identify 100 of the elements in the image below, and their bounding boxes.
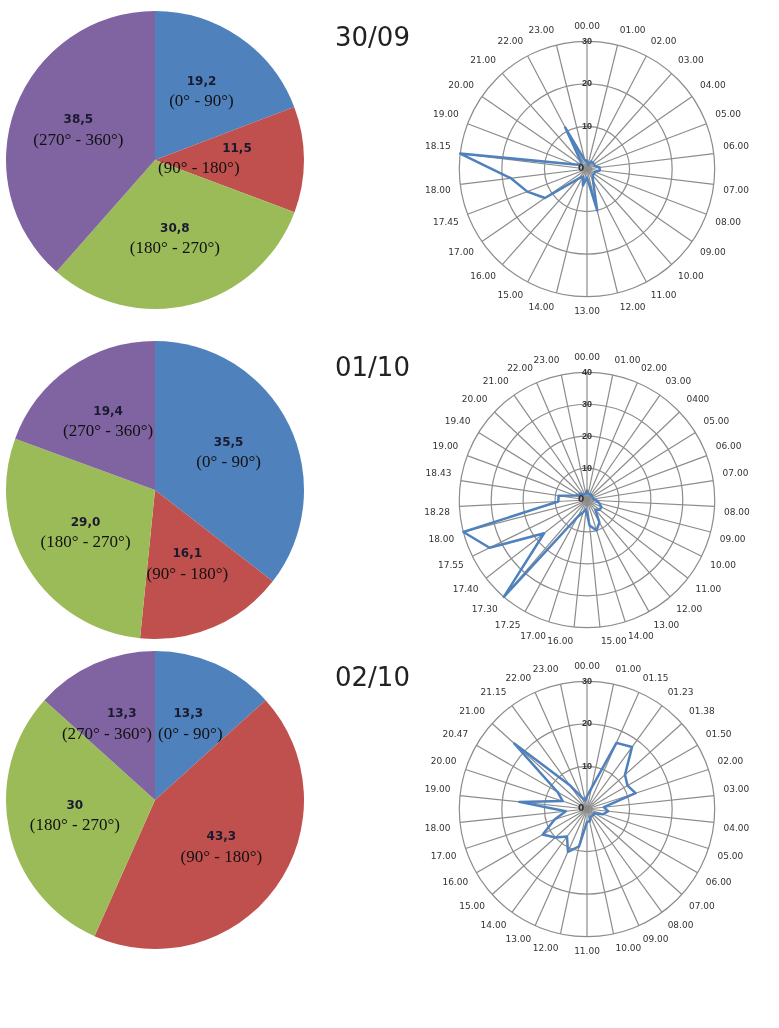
spoke-label: 20.00 [461,394,488,405]
spoke-label: 11.00 [650,290,677,301]
spoke-label: 17.45 [432,217,459,228]
spoke-label: 13.00 [505,934,532,945]
slice-label: (180° - 270°) [129,237,220,257]
spoke-label: 12.00 [619,301,646,312]
spoke-label: 20.00 [448,80,475,91]
spoke-label: 21.00 [482,376,509,387]
spoke-label: 01.00 [619,24,646,35]
spoke-label: 04.00 [723,823,750,834]
data-label: 13,3 [106,706,137,721]
spoke-label: 17.30 [471,603,498,614]
slice-label: (90° - 180°) [146,563,229,583]
spoke-label: 17.00 [520,630,547,641]
spoke-label: 07.00 [722,468,749,479]
spoke-label: 02.00 [641,362,668,373]
text: 30/09 [335,22,410,52]
y-tick-label: 30 [581,35,593,46]
spoke-label: 19.00 [432,109,459,120]
slice-label: (180° - 270°) [40,531,131,551]
spoke-label: 01.15 [642,672,669,683]
spoke-label: 23.00 [528,24,555,35]
spoke-label: 05.00 [703,416,730,427]
data-label: 29,0 [70,514,101,529]
spoke-label: 17.55 [438,560,464,571]
spoke-label: 19.40 [444,416,471,427]
slice-label: (0° - 90°) [196,452,261,472]
spoke-label: 06.00 [723,141,750,152]
spoke-label: 17.00 [430,851,457,862]
spoke-label: 21.00 [459,706,486,717]
spoke-label: 07.00 [688,900,715,911]
spoke-label: 05.00 [717,851,744,862]
spoke-label: 18.00 [425,185,452,196]
spoke-label: 21.00 [470,55,497,66]
spoke-label: 01.00 [615,663,642,674]
y-tick-label: 10 [581,120,593,131]
y-tick-label: 30 [581,398,593,409]
slice-label: (0° - 90°) [169,90,234,110]
spoke-label: 22.00 [505,672,532,683]
slice-label: (0° - 90°) [158,723,223,743]
spoke-label: 03.00 [723,783,750,794]
y-tick-label: 20 [581,78,593,89]
spoke-label: 0400 [686,394,710,405]
spoke-label: 15.00 [497,290,524,301]
data-label: 11,5 [222,140,252,155]
spoke-label: 08.00 [715,217,742,228]
spoke-label: 10.00 [710,560,737,571]
y-tick-label: 0 [577,163,585,174]
slice-label: (180° - 270°) [29,815,120,835]
y-tick-label: 20 [581,430,593,441]
spoke-label: 06.00 [715,441,742,452]
data-label: 35,5 [213,435,244,450]
spoke-label: 04.00 [699,80,726,91]
spoke-label: 12.00 [676,603,703,614]
data-label: 30 [66,798,84,813]
spoke-label: 10.00 [677,271,705,282]
spoke-label: 03.00 [665,376,692,387]
text: 01/10 [335,352,410,382]
spoke-label: 08.00 [724,506,751,517]
spoke-label: 09.00 [699,246,726,257]
spoke-label: 21.15 [480,686,507,697]
spoke-label: 07.00 [723,185,750,196]
data-label: 30,8 [160,220,190,235]
data-label: 13,3 [173,706,204,721]
spoke-label: 14.00 [628,630,655,641]
spoke-label: 05.00 [715,109,742,120]
spoke-label: 13.00 [653,619,680,630]
y-tick-label: 10 [581,462,593,473]
data-label: 16,1 [172,546,203,561]
spoke-label: 00.00 [574,660,601,671]
spoke-label: 01.23 [667,686,694,697]
spoke-label: 15.00 [459,900,486,911]
spoke-label: 17.00 [448,246,475,257]
y-tick-label: 0 [577,494,585,505]
spoke-label: 11.00 [574,945,601,956]
y-tick-label: 0 [577,803,585,814]
spoke-label: 14.00 [480,919,507,930]
spoke-label: 01.00 [614,354,641,365]
spoke-label: 18.00 [424,823,451,834]
spoke-label: 20.00 [430,755,457,766]
spoke-label: 18.43 [425,468,452,479]
spoke-label: 09.00 [719,534,746,545]
slice-label: (270° - 360°) [63,421,154,441]
spoke-label: 01.38 [688,706,715,717]
spoke-label: 20.47 [442,729,469,740]
data-label: 38,5 [63,112,94,127]
slice-label: (270° - 360°) [61,723,152,743]
spoke-label: 18.28 [424,506,451,517]
y-tick-label: 10 [581,760,593,771]
spoke-label: 00.00 [574,351,601,362]
y-tick-label: 30 [581,675,593,686]
spoke-label: 15.00 [600,636,627,647]
text: 02/10 [335,662,410,692]
spoke-label: 08.00 [667,919,694,930]
spoke-label: 00.00 [574,20,601,31]
spoke-label: 06.00 [705,877,732,888]
spoke-label: 11.00 [695,583,722,594]
y-tick-label: 20 [581,718,593,729]
spoke-label: 16.00 [547,636,574,647]
spoke-label: 13.00 [574,305,601,316]
